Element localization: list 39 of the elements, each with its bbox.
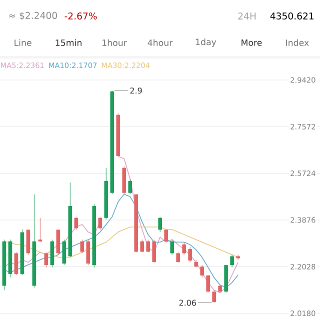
- candlestick: [206, 274, 210, 293]
- text: Index: [286, 39, 309, 46]
- candlestick: [200, 264, 204, 278]
- text: 15min: [56, 39, 82, 46]
- text: 4hour: [148, 39, 173, 46]
- candlestick: [38, 218, 42, 242]
- candlestick: [188, 246, 192, 263]
- candlestick: [146, 239, 150, 252]
- candlestick: [128, 178, 132, 194]
- text: 1hour: [102, 39, 127, 46]
- text: 4350.621: [270, 12, 314, 20]
- candlestick: [140, 239, 144, 252]
- candlestick: [236, 254, 240, 260]
- candlestick: [74, 216, 78, 230]
- candlestick: [170, 239, 174, 256]
- annotation: 2.06: [179, 300, 196, 306]
- text: Line: [14, 39, 32, 46]
- candlestick: [230, 254, 234, 268]
- candlestick: [44, 252, 48, 268]
- text: ≈ $2.2400: [9, 12, 58, 20]
- text: 24H: [238, 12, 256, 20]
- candlestick: [98, 216, 102, 230]
- candlestick: [86, 239, 90, 266]
- candlestick: [62, 239, 66, 266]
- candlestick: [26, 229, 30, 256]
- candlestick: [80, 239, 84, 254]
- candlestick: [152, 239, 156, 263]
- text: 1day: [196, 38, 216, 47]
- candlestick: [176, 252, 180, 263]
- candlestick: [212, 290, 216, 303]
- candlestick: [14, 252, 18, 276]
- text: -2.67%: [64, 12, 97, 20]
- candlestick: [182, 242, 186, 256]
- text: More: [242, 39, 262, 46]
- candlestick: [158, 216, 162, 232]
- candlestick: [164, 229, 168, 242]
- candlestick: [50, 239, 54, 268]
- candlestick: [56, 229, 60, 256]
- annotation: 2.9: [130, 88, 142, 94]
